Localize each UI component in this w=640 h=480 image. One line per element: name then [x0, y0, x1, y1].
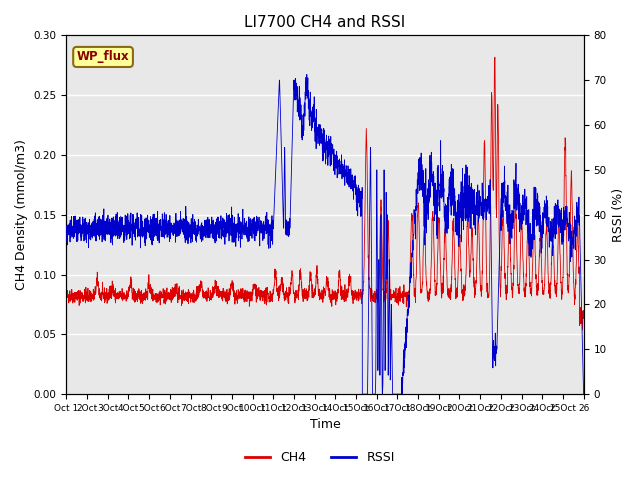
Y-axis label: RSSI (%): RSSI (%) [612, 188, 625, 242]
Title: LI7700 CH4 and RSSI: LI7700 CH4 and RSSI [244, 15, 406, 30]
Legend: CH4, RSSI: CH4, RSSI [240, 446, 400, 469]
Text: WP_flux: WP_flux [77, 50, 129, 63]
X-axis label: Time: Time [310, 419, 340, 432]
Y-axis label: CH4 Density (mmol/m3): CH4 Density (mmol/m3) [15, 139, 28, 290]
